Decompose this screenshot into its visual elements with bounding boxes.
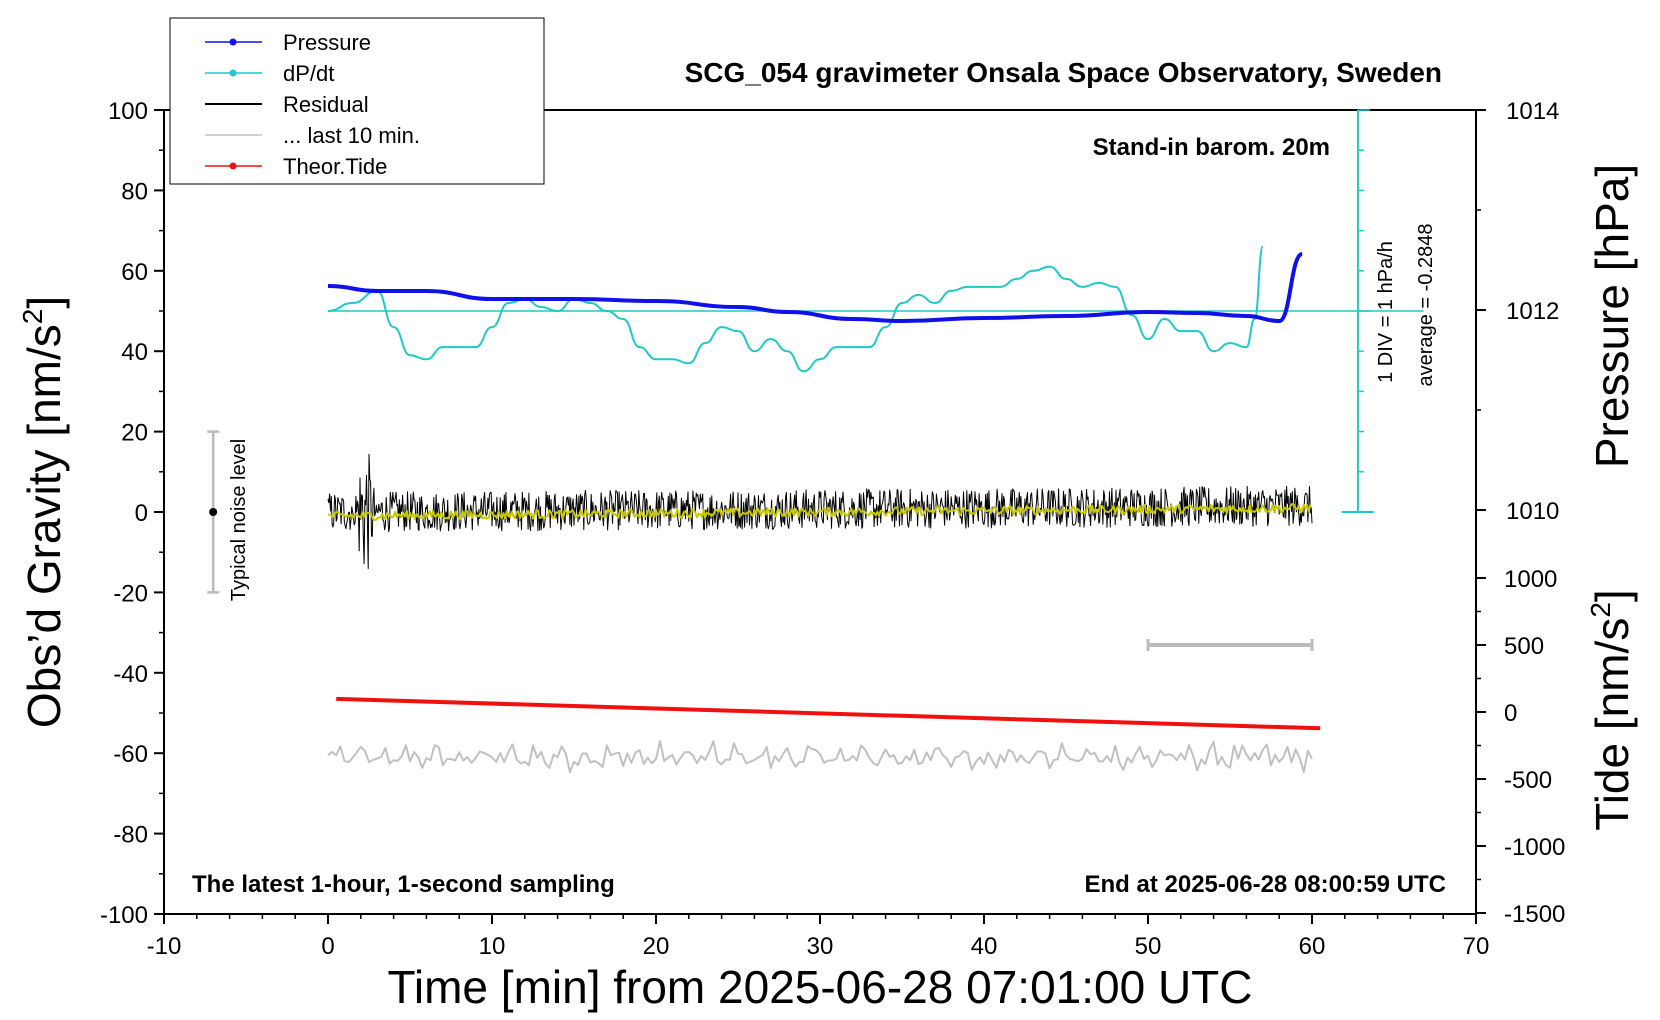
x-tick-label: 70 (1463, 933, 1490, 960)
div-note: 1 DIV = 1 hPa/h (1375, 241, 1397, 383)
series-residual (327, 453, 1313, 570)
legend: Pressure dP/dt Residual ... last 10 min. The… (169, 17, 545, 185)
chart-title: SCG_054 gravimeter Onsala Space Observat… (685, 57, 1442, 88)
end-time-note: End at 2025-06-28 08:00:59 UTC (1085, 871, 1447, 898)
y-tick-label: -40 (113, 661, 148, 688)
y-tick-label: 0 (135, 500, 148, 527)
tide-tick-label: 0 (1504, 700, 1517, 727)
tide-axis-title-sup: 2 (1585, 602, 1616, 618)
tide-axis-title-close: ] (1586, 589, 1638, 602)
tide-tick-label: 1000 (1504, 566, 1557, 593)
tide-axis-title-text: Tide [nm/s (1586, 618, 1638, 831)
sampling-note: The latest 1-hour, 1-second sampling (192, 871, 615, 898)
x-tick-label: 0 (321, 933, 334, 960)
pressure-tick-label: 1010 (1506, 498, 1559, 525)
series-pressure (327, 252, 1304, 324)
legend-label: dP/dt (283, 61, 334, 86)
average-note: average = -0.2848 (1415, 224, 1437, 387)
series-dpdt (327, 245, 1264, 373)
x-tick-label: 50 (1135, 933, 1162, 960)
tide-tick-label: -1000 (1504, 834, 1565, 861)
y-tick-label: 80 (121, 178, 148, 205)
series-layer (207, 245, 1321, 774)
legend-label: Theor.Tide (283, 154, 387, 179)
legend-items: Pressure dP/dt Residual ... last 10 min. The… (205, 30, 420, 179)
y-tick-label: -80 (113, 822, 148, 849)
tide-axis-title: Tide [nm/s2] (1585, 589, 1638, 830)
x-tick-label: 10 (479, 933, 506, 960)
tide-tick-label: -1500 (1504, 901, 1565, 928)
left-axis-title-text: Obs’d Gravity [nm/s (18, 324, 70, 728)
y-tick-label: -100 (100, 902, 148, 929)
y-tick-label: 20 (121, 420, 148, 447)
pressure-tick-label: 1014 (1506, 98, 1559, 125)
series-last-10-min (327, 740, 1313, 774)
series-theor-tide (336, 696, 1321, 731)
tide-tick-label: 500 (1504, 633, 1544, 660)
legend-marker (229, 162, 237, 170)
x-tick-label: -10 (147, 933, 182, 960)
y-tick-label: -20 (113, 580, 148, 607)
left-axis-title-close: ] (18, 296, 70, 309)
y-tick-label: 40 (121, 339, 148, 366)
series-average (327, 502, 1312, 521)
noise-bar-center-dot (209, 508, 218, 516)
legend-marker (229, 38, 237, 46)
y-tick-label: 60 (121, 259, 148, 286)
left-axis-title: Obs’d Gravity [nm/s2] (17, 296, 70, 728)
x-tick-label: 40 (971, 933, 998, 960)
left-axis-title-sup: 2 (17, 309, 48, 325)
y-tick-label: -60 (113, 741, 148, 768)
x-tick-label: 20 (643, 933, 670, 960)
x-tick-label: 60 (1299, 933, 1326, 960)
legend-label: ... last 10 min. (283, 123, 420, 148)
legend-marker (229, 69, 237, 77)
x-tick-label: 30 (807, 933, 834, 960)
axes-layer: -10 0 10 20 30 40 50 60 70100806040200-20-40-60-… (100, 98, 1565, 960)
legend-label: Pressure (283, 30, 371, 55)
pressure-tick-label: 1012 (1506, 298, 1559, 325)
pressure-axis-title: Pressure [hPa] (1586, 164, 1638, 468)
barometer-note: Stand-in barom. 20m (1093, 134, 1330, 161)
legend-label: Residual (283, 92, 369, 117)
noise-level-label: Typical noise level (228, 439, 250, 601)
x-axis-title: Time [min] from 2025-06-28 07:01:00 UTC (388, 961, 1253, 1013)
tide-tick-label: -500 (1504, 767, 1552, 794)
y-tick-label: 100 (108, 98, 148, 125)
legend-box (169, 17, 545, 185)
